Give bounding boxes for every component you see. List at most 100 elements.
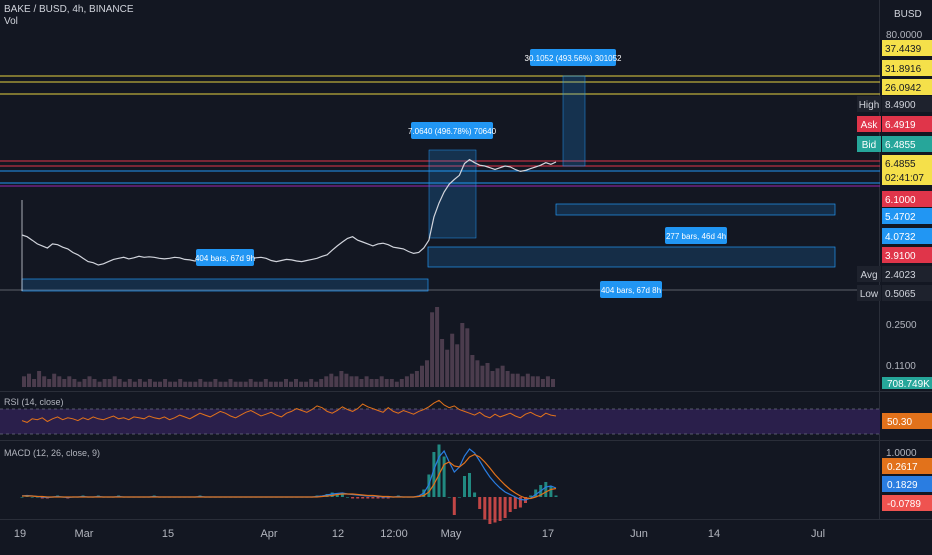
volume-bar — [42, 376, 47, 387]
time-tick-label: Jun — [630, 528, 648, 540]
badge-label: High — [859, 100, 880, 111]
macd-histogram-bar — [30, 497, 34, 498]
volume-bar — [47, 379, 52, 387]
macd-histogram-bar — [346, 497, 349, 498]
chart-header: BAKE / BUSD, 4h, BINANCE Vol — [4, 4, 134, 28]
volume-bar — [37, 371, 42, 387]
macd-histogram-bar — [478, 497, 482, 509]
annotations: 30.1052 (493.56%) 301052 7.0640 (496.78%)… — [195, 49, 727, 298]
volume-bar — [173, 381, 178, 387]
price-badge-value: 6.1000 — [885, 195, 916, 206]
annotation-box — [196, 249, 254, 266]
volume-bar — [389, 379, 394, 387]
volume-bar — [67, 376, 72, 387]
rsi-line — [21, 399, 557, 423]
volume-bar — [198, 379, 203, 387]
macd-line-value: 0.1829 — [887, 480, 918, 491]
macd-histogram-bar — [503, 497, 507, 518]
volume-bar — [253, 381, 258, 387]
volume-bar — [500, 365, 505, 387]
volume-bar — [551, 379, 555, 387]
volume-bar — [394, 381, 399, 387]
volume-bar — [193, 381, 198, 387]
price-badge-value: 2.4023 — [885, 270, 916, 281]
price-badge-bg — [882, 40, 932, 56]
macd-series — [20, 444, 558, 524]
macd-histogram-bar — [330, 492, 334, 497]
price-badge-bg — [882, 60, 932, 76]
annotation-label: 277 bars, 46d 4h — [666, 232, 726, 241]
macd-histogram-bar — [463, 476, 466, 497]
price-badge-bg — [882, 191, 932, 207]
measurement-boxes[interactable] — [21, 75, 836, 292]
price-badge-value: 6.4855 — [885, 140, 916, 151]
macd-histogram-bar — [381, 497, 385, 499]
volume-bar — [460, 323, 465, 387]
time-tick-label: 12 — [332, 528, 344, 540]
badge-label-bg — [857, 136, 881, 152]
volume-bar — [92, 379, 97, 387]
rsi-legend: RSI (14, close) — [4, 397, 64, 407]
date-range-2[interactable] — [427, 246, 836, 268]
volume-bar — [404, 376, 409, 387]
signal-line — [22, 453, 557, 500]
badge-label: Avg — [860, 270, 877, 281]
macd-histogram-bar — [483, 497, 487, 520]
macd-histogram-bar — [361, 497, 365, 499]
macd-histogram-bar — [493, 497, 497, 523]
volume-bar — [263, 379, 268, 387]
macd-hist-value: -0.0789 — [887, 499, 921, 510]
macd-signal-bg — [882, 458, 932, 474]
volume-bar — [243, 381, 248, 387]
price-badge-value: 26.0942 — [885, 83, 922, 94]
volume-bar — [374, 379, 379, 387]
measure-box-1[interactable] — [428, 149, 477, 239]
volume-bar — [153, 381, 157, 387]
date-range-3[interactable] — [555, 203, 836, 216]
price-series — [21, 158, 557, 291]
volume-bar — [163, 379, 168, 387]
axis-label-top: 80.0000 — [886, 30, 923, 41]
macd-histogram-bar — [386, 497, 390, 499]
macd-histogram-bar — [468, 473, 471, 497]
volume-bar — [334, 376, 339, 387]
volume-bar — [359, 379, 364, 387]
volume-bar — [455, 344, 460, 387]
volume-bar — [414, 371, 419, 387]
volume-bar — [435, 307, 440, 387]
volume-bar — [399, 379, 404, 387]
macd-axis-top: 1.0000 — [886, 448, 917, 459]
volume-bar — [450, 333, 455, 387]
measure-box-2[interactable] — [562, 75, 586, 167]
macd-histogram-bar — [488, 497, 492, 524]
volume-bar — [535, 376, 540, 387]
axis-label: 0.1100 — [886, 361, 916, 372]
price-badge-bg — [882, 96, 932, 112]
level-lines — [0, 75, 880, 291]
time-tick-label: May — [441, 528, 462, 540]
date-range-1[interactable] — [21, 278, 429, 292]
macd-histogram-bar — [371, 497, 375, 499]
macd-histogram-bar — [442, 456, 446, 497]
macd-histogram-bar — [529, 495, 533, 497]
price-badge-bg — [882, 155, 932, 185]
volume-bar — [344, 373, 349, 387]
badge-label-bg — [857, 266, 881, 282]
rsi-value: 50.30 — [887, 417, 912, 428]
volume-bar — [425, 360, 429, 387]
volume-bar — [52, 373, 57, 387]
price-axis[interactable]: 37.4439 31.8916 26.0942 High 8.4900 Ask 6.4919… — [857, 30, 932, 511]
time-axis[interactable]: 19 Mar 15 Apr 12 12:00 May 17 Jun 14 Jul — [14, 528, 825, 540]
volume-bar — [273, 381, 278, 387]
time-tick-label: 14 — [708, 528, 720, 540]
volume-bar — [112, 376, 117, 387]
macd-histogram-bar — [554, 495, 558, 497]
volume-bar — [525, 373, 530, 387]
annotation-box — [411, 122, 493, 139]
price-badge-bg — [882, 208, 932, 224]
volume-bar — [218, 381, 223, 387]
price-badge-value: 37.4439 — [885, 44, 922, 55]
price-line — [21, 158, 557, 266]
price-badge-value: 0.5065 — [885, 289, 916, 300]
